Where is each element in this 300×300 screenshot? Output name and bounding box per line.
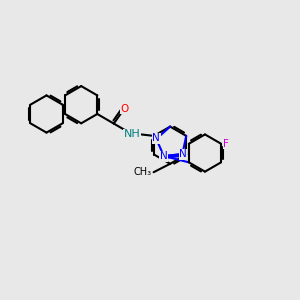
Text: NH: NH: [124, 129, 141, 140]
Text: N: N: [179, 149, 187, 159]
Text: F: F: [224, 139, 230, 149]
Text: N: N: [160, 151, 168, 161]
Text: N: N: [152, 134, 160, 143]
Text: CH₃: CH₃: [133, 167, 151, 177]
Text: O: O: [120, 103, 128, 114]
